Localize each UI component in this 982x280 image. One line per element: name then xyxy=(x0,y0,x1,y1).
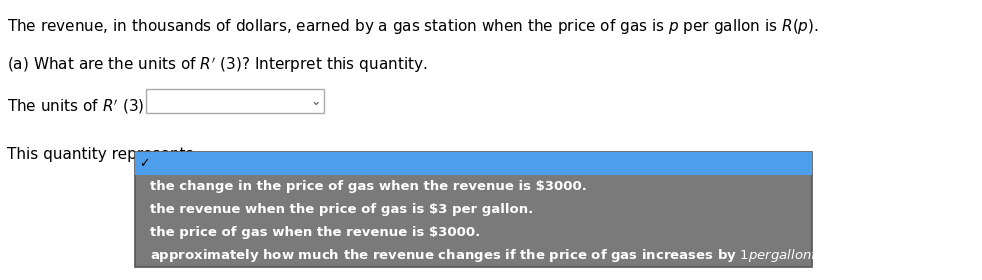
Text: (a) What are the units of $\mathit{R'}$ (3)? Interpret this quantity.: (a) What are the units of $\mathit{R'}$ … xyxy=(7,55,427,74)
Text: ✓: ✓ xyxy=(138,157,149,170)
Text: This quantity represents: This quantity represents xyxy=(7,147,193,162)
Text: the change in the price of gas when the revenue is $3000.: the change in the price of gas when the … xyxy=(149,180,586,193)
Text: ⌄: ⌄ xyxy=(310,95,321,108)
Text: the price of gas when the revenue is $3000.: the price of gas when the revenue is $30… xyxy=(149,226,480,239)
FancyBboxPatch shape xyxy=(135,152,812,267)
FancyBboxPatch shape xyxy=(135,152,812,175)
Text: The revenue, in thousands of dollars, earned by a gas station when the price of : The revenue, in thousands of dollars, ea… xyxy=(7,17,819,36)
FancyBboxPatch shape xyxy=(145,89,324,113)
Text: approximately how much the revenue changes if the price of gas increases by $1 p: approximately how much the revenue chang… xyxy=(149,247,937,264)
Text: The units of $\mathit{R'}$ (3) are: The units of $\mathit{R'}$ (3) are xyxy=(7,97,175,116)
Text: the revenue when the price of gas is $3 per gallon.: the revenue when the price of gas is $3 … xyxy=(149,203,533,216)
